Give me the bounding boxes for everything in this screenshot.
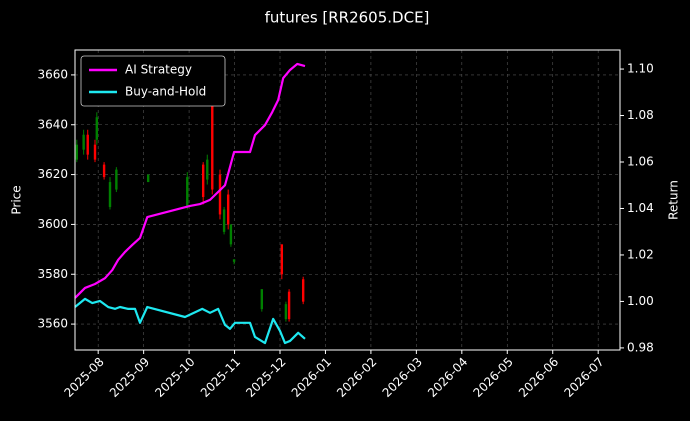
series-line (74, 62, 306, 299)
candle-body (86, 134, 89, 155)
chart-title: futures [RR2605.DCE] (265, 9, 430, 27)
x-tick-label: 2026-06 (516, 355, 561, 400)
x-tick-label: 2025-11 (198, 355, 243, 400)
candle-body (287, 291, 291, 320)
y2-tick-label: 1.04 (627, 201, 654, 215)
candle-body (284, 304, 288, 320)
y2-tick-label: 1.00 (627, 294, 654, 308)
legend-label: AI Strategy (125, 63, 192, 77)
candle-body (186, 177, 189, 207)
y-axis-label: Price (10, 185, 24, 214)
x-tick-label: 2025-10 (152, 355, 197, 400)
y-tick-label: 3580 (37, 267, 68, 281)
candle-body (222, 209, 226, 232)
legend: AI Strategy Buy-and-Hold (80, 55, 226, 107)
candle-body (146, 174, 150, 183)
candle-body (108, 182, 112, 207)
candle-body (95, 117, 99, 140)
candle-body (206, 159, 209, 180)
x-tick-label: 2025-08 (61, 355, 106, 400)
x-tick-label: 2026-01 (289, 355, 334, 400)
y2-tick-label: 1.02 (627, 247, 654, 261)
x-tick-label: 2026-02 (334, 355, 379, 400)
x-tick-label: 2025-09 (107, 355, 152, 400)
candle-body (232, 259, 236, 262)
y2-tick-label: 1.08 (627, 108, 654, 122)
y-tick-label: 3640 (37, 117, 68, 131)
candle-body (82, 134, 85, 150)
legend-label: Buy-and-Hold (125, 85, 206, 99)
x-tick-label: 2026-05 (471, 355, 516, 400)
y-tick-label: 3600 (37, 217, 68, 231)
candle-body (115, 169, 118, 190)
y2-tick-label: 1.06 (627, 155, 654, 169)
candle-body (301, 279, 305, 302)
candle-body (218, 174, 222, 215)
candle-body (93, 144, 97, 160)
candle-body (211, 94, 214, 190)
candle-body (226, 194, 230, 225)
candle-body (260, 289, 264, 310)
x-tick-label: 2025-12 (243, 355, 288, 400)
y-tick-label: 3620 (37, 167, 68, 181)
y-tick-label: 3660 (37, 67, 68, 81)
y2-axis-label: Return (667, 180, 681, 220)
legend-box (80, 55, 226, 107)
y2-tick-label: 0.98 (627, 340, 654, 354)
candle-body (280, 244, 284, 275)
candle-body (201, 164, 205, 198)
candle-body (75, 144, 79, 160)
y2-tick-label: 1.10 (627, 62, 654, 76)
x-tick-label: 2026-07 (561, 355, 606, 400)
series-line (74, 297, 306, 345)
plot-frame (74, 49, 621, 351)
candle-body (229, 224, 233, 245)
y-tick-label: 3560 (37, 317, 68, 331)
candle-body (102, 164, 106, 178)
x-tick-label: 2026-03 (380, 355, 425, 400)
x-tick-label: 2026-04 (425, 355, 470, 400)
